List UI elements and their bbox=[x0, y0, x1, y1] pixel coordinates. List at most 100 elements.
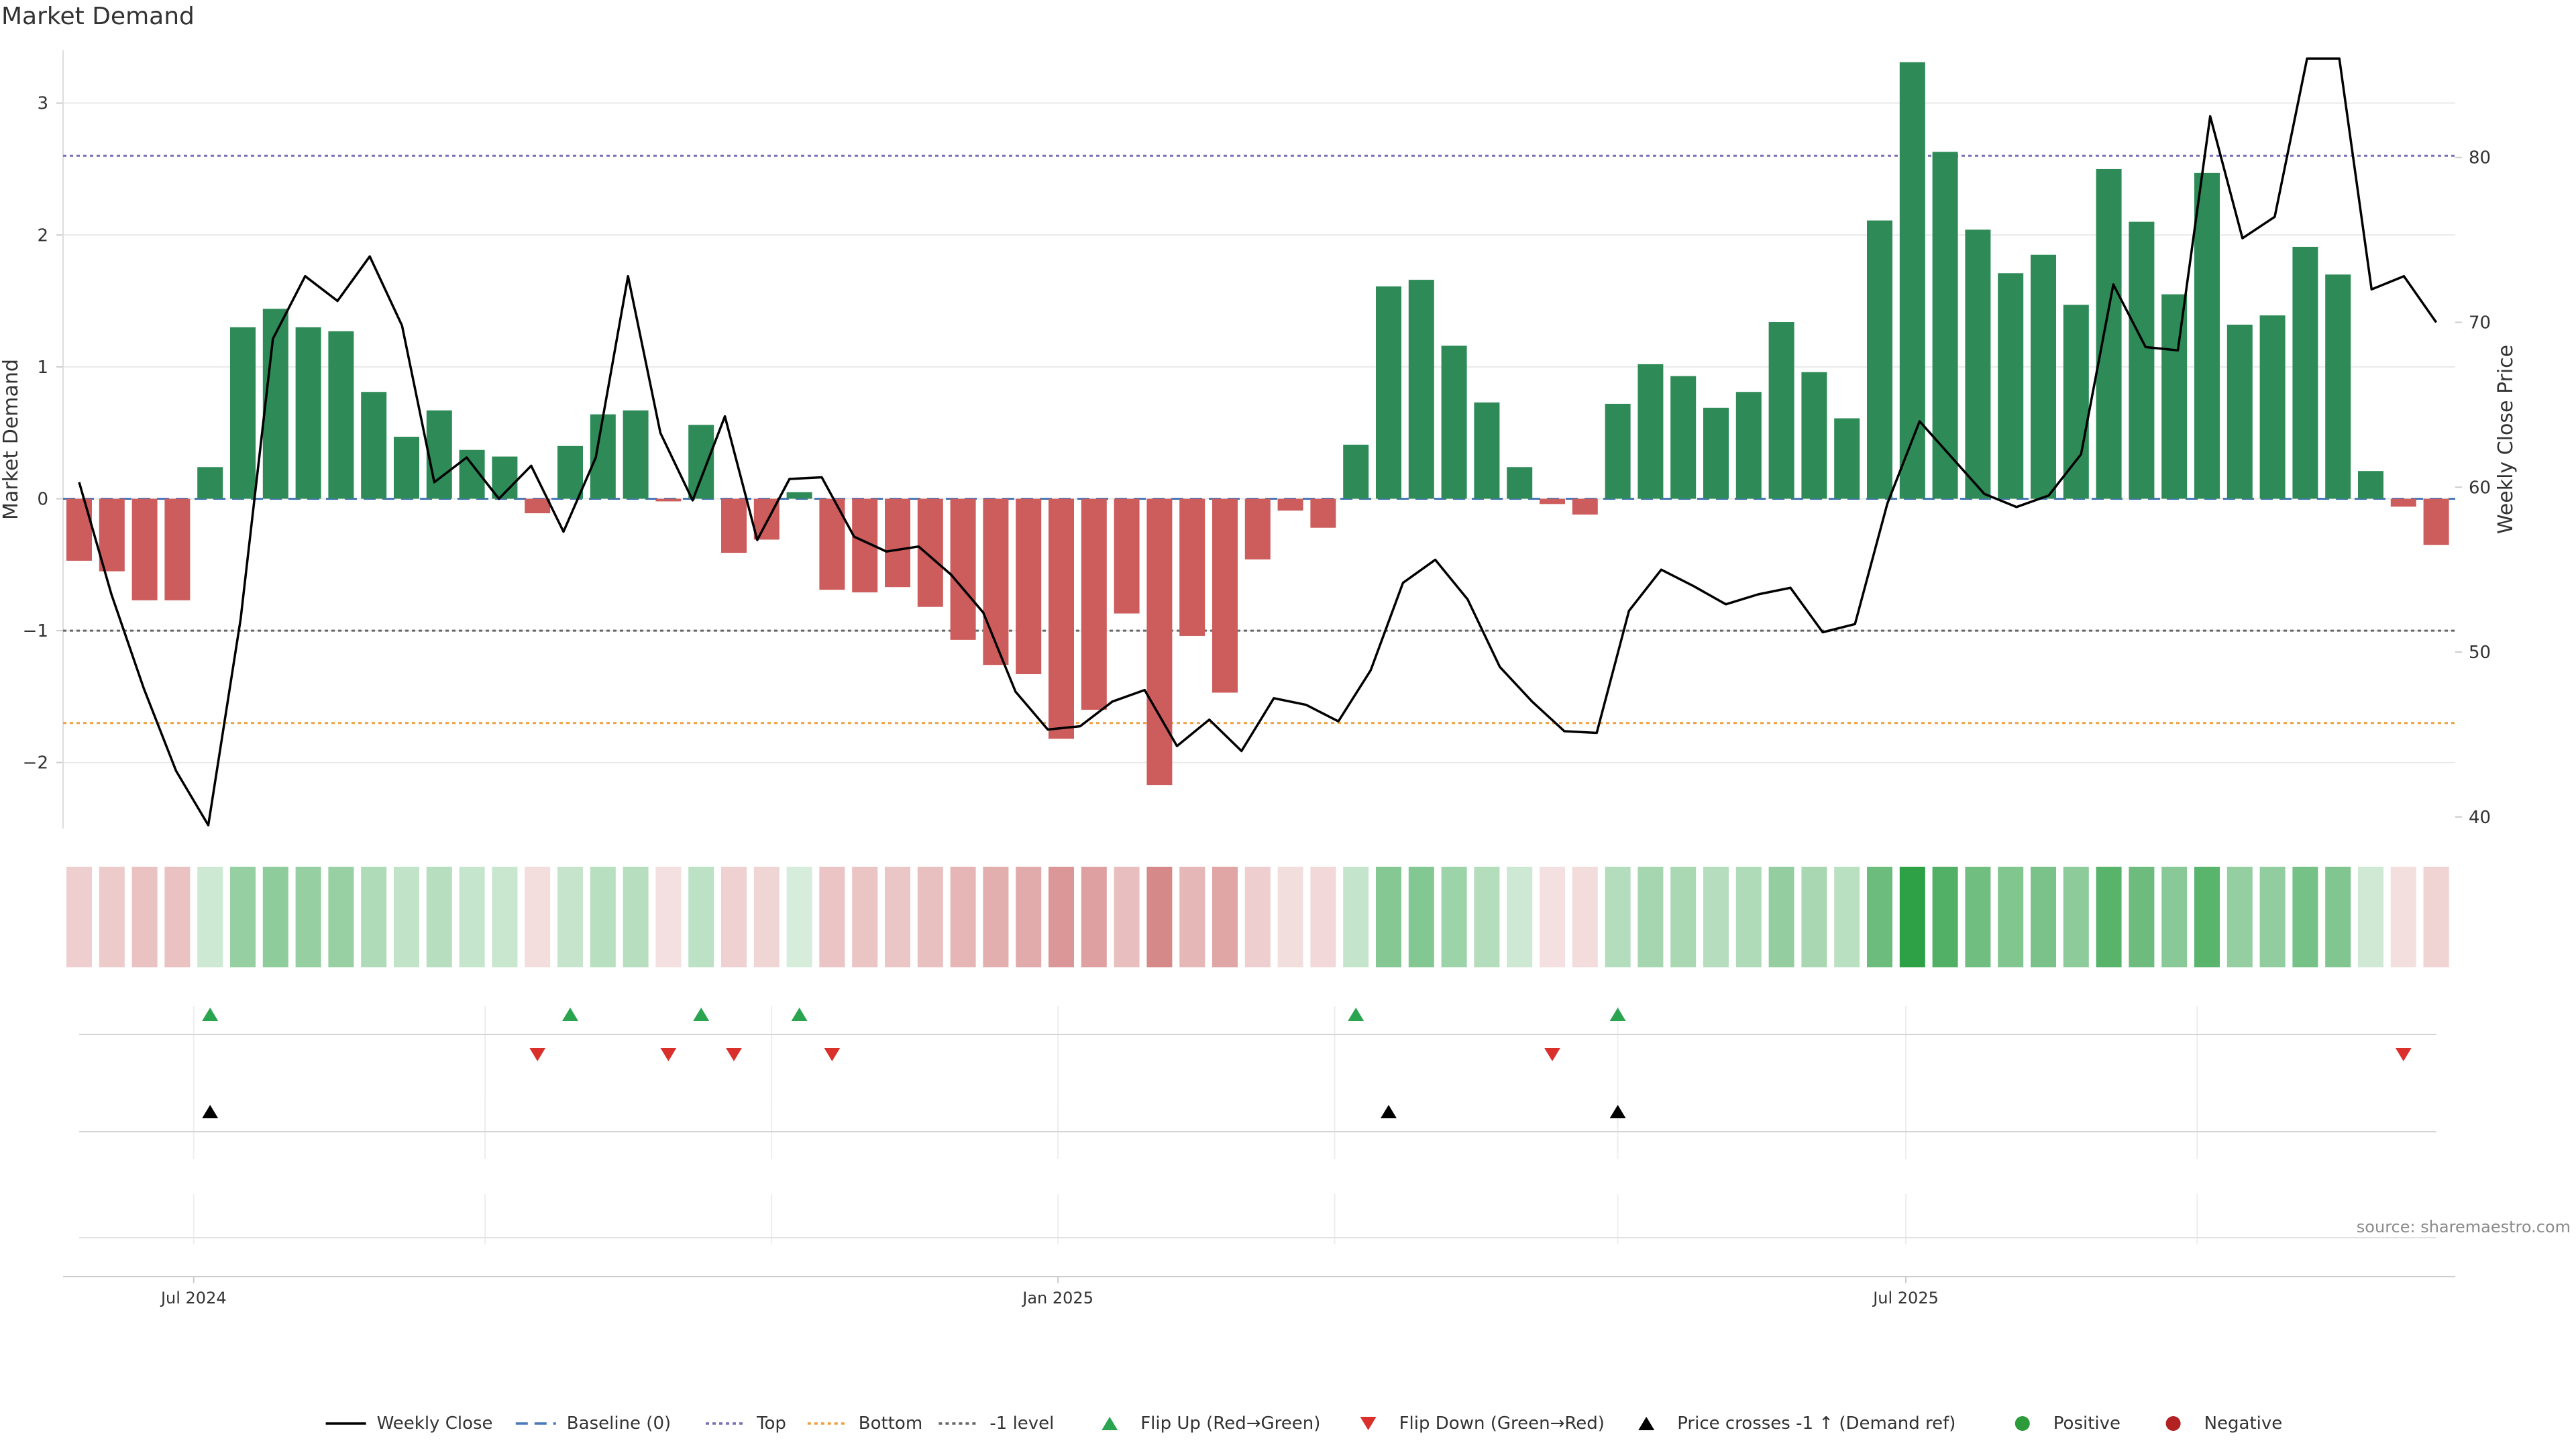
demand-bar-negative bbox=[1179, 498, 1205, 636]
price-cross-marker bbox=[1609, 1105, 1626, 1118]
heat-cell bbox=[426, 867, 452, 967]
event-markers-layer: Jul 2024 Jan 2025 Jul 2025 bbox=[63, 1006, 2455, 1307]
heat-cell bbox=[852, 867, 878, 967]
demand-bar-positive bbox=[1605, 403, 1631, 499]
price-line-layer bbox=[78, 57, 2438, 826]
demand-bar-negative bbox=[1081, 498, 1107, 710]
flip-down-marker bbox=[1544, 1048, 1560, 1061]
heat-cell bbox=[525, 867, 551, 967]
legend-label: Flip Down (Green→Red) bbox=[1399, 1413, 1605, 1434]
heat-cell bbox=[66, 867, 92, 967]
demand-bar-positive bbox=[1834, 418, 1860, 499]
y2-tick-label: 60 bbox=[2469, 478, 2491, 498]
demand-bar-negative bbox=[99, 498, 125, 572]
legend-label: Price crosses -1 ↑ (Demand ref) bbox=[1677, 1413, 1955, 1434]
demand-bar-positive bbox=[2096, 168, 2122, 499]
heat-cell bbox=[197, 867, 223, 967]
demand-bar-positive bbox=[197, 467, 223, 499]
y-tick-label: −1 bbox=[23, 621, 48, 641]
heat-cell bbox=[1998, 867, 2024, 967]
heat-cell bbox=[1801, 867, 1827, 967]
heat-cell bbox=[1735, 867, 1762, 967]
demand-bar-positive bbox=[1899, 62, 1925, 499]
legend: Weekly Close Baseline (0) Top Bottom -1 leve… bbox=[325, 1413, 2282, 1434]
heat-cell bbox=[1376, 867, 1401, 967]
y2-tick-label: 70 bbox=[2469, 313, 2491, 333]
heat-cell bbox=[1965, 867, 1991, 967]
legend-label: Positive bbox=[2053, 1413, 2121, 1434]
demand-bar-negative bbox=[885, 498, 910, 588]
legend-label: Baseline (0) bbox=[567, 1413, 671, 1434]
demand-bar-positive bbox=[2031, 254, 2056, 499]
legend-item-minus1: -1 level bbox=[938, 1413, 1054, 1434]
legend-swatch bbox=[1360, 1417, 1377, 1430]
legend-swatch bbox=[2015, 1416, 2030, 1431]
heat-cell bbox=[328, 867, 354, 967]
heat-cell bbox=[1114, 867, 1140, 967]
demand-bar-positive bbox=[1408, 280, 1434, 499]
flip-up-marker bbox=[791, 1008, 808, 1021]
demand-bar-negative bbox=[1016, 498, 1042, 674]
heat-cell bbox=[1540, 867, 1565, 967]
flip-down-marker bbox=[2395, 1048, 2412, 1061]
demand-bar-negative bbox=[525, 498, 551, 514]
heat-cell bbox=[950, 867, 976, 967]
demand-bar-positive bbox=[426, 410, 452, 499]
demand-bar-positive bbox=[786, 492, 812, 499]
y-tick-label: 2 bbox=[37, 225, 48, 246]
heat-cell bbox=[623, 867, 649, 967]
demand-bar-negative bbox=[164, 498, 191, 600]
demand-bar-negative bbox=[721, 498, 747, 553]
heat-cell bbox=[885, 867, 910, 967]
heat-cell bbox=[1179, 867, 1205, 967]
demand-bar-positive bbox=[2226, 324, 2253, 499]
demand-bar-positive bbox=[1735, 392, 1762, 499]
heat-cell bbox=[1310, 867, 1336, 967]
flip-down-marker bbox=[529, 1048, 546, 1061]
heat-cell bbox=[2161, 867, 2188, 967]
demand-bar-negative bbox=[131, 498, 158, 600]
demand-bar-positive bbox=[328, 331, 354, 499]
flip-up-marker bbox=[562, 1008, 578, 1021]
heat-cell bbox=[164, 867, 191, 967]
y-tick-label: 0 bbox=[37, 489, 48, 509]
heat-cell bbox=[2358, 867, 2383, 967]
demand-bar-positive bbox=[2358, 471, 2383, 499]
demand-bar-positive bbox=[590, 414, 616, 499]
heat-cell bbox=[1016, 867, 1042, 967]
demand-bar-negative bbox=[950, 498, 976, 640]
heat-cell bbox=[2031, 867, 2056, 967]
heat-cell bbox=[295, 867, 321, 967]
heat-cell bbox=[394, 867, 419, 967]
flip-down-marker bbox=[660, 1048, 677, 1061]
flip-up-marker bbox=[202, 1008, 219, 1021]
y-tick-label: 1 bbox=[37, 358, 48, 378]
demand-bar-positive bbox=[2129, 221, 2155, 499]
demand-bar-positive bbox=[557, 445, 583, 499]
legend-swatch bbox=[1102, 1417, 1118, 1430]
heat-cell bbox=[1212, 867, 1238, 967]
heat-cell bbox=[1474, 867, 1500, 967]
demand-bar-positive bbox=[2194, 172, 2220, 499]
demand-bar-positive bbox=[295, 327, 321, 499]
heat-cell bbox=[459, 867, 485, 967]
flip-down-marker bbox=[726, 1048, 742, 1061]
demand-bar-negative bbox=[2423, 498, 2449, 545]
heat-cell bbox=[1507, 867, 1533, 967]
demand-bar-negative bbox=[983, 498, 1009, 665]
heat-cell bbox=[1638, 867, 1664, 967]
y2-axis-label: Weekly Close Price bbox=[2494, 345, 2518, 534]
heat-cell bbox=[1146, 867, 1173, 967]
demand-bar-negative bbox=[1310, 498, 1336, 528]
heat-cell bbox=[557, 867, 583, 967]
demand-bar-positive bbox=[2325, 274, 2351, 499]
heat-cell bbox=[2129, 867, 2155, 967]
heat-cell bbox=[721, 867, 747, 967]
heat-cell bbox=[492, 867, 518, 967]
heat-cell bbox=[2423, 867, 2449, 967]
x-tick-label: Jan 2025 bbox=[1021, 1289, 1093, 1307]
demand-bar-positive bbox=[361, 392, 387, 499]
legend-swatch bbox=[2165, 1416, 2181, 1431]
heat-cell bbox=[1343, 867, 1369, 967]
demand-bar-positive bbox=[1932, 152, 1958, 499]
